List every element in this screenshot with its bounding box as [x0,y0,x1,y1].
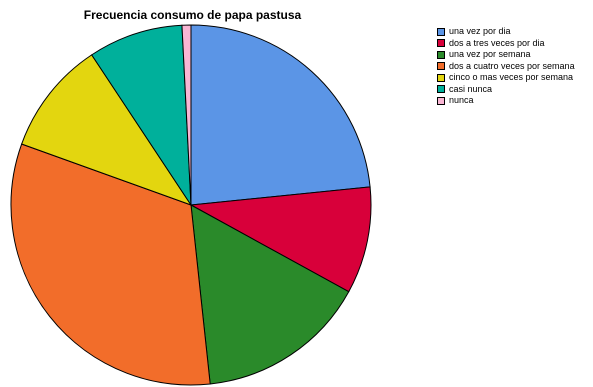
legend-item: nunca [437,95,575,107]
legend-item: dos a cuatro veces por semana [437,61,575,73]
legend-swatch [437,96,445,105]
pie-slice-7 [181,24,192,206]
pie-slice-3 [190,204,350,385]
pie-slice-1 [190,24,371,206]
legend-swatch [437,62,445,71]
legend-item: dos a tres veces por dia [437,38,575,50]
legend-label: dos a cuatro veces por semana [449,60,575,71]
legend-swatch [437,27,445,36]
pie-slices [10,24,372,386]
legend: una vez por dia dos a tres veces por dia u… [437,26,575,107]
pie-slice-4 [10,143,211,386]
legend-label: una vez por dia [449,26,511,36]
legend-item: una vez por semana [437,49,575,61]
legend-item: cinco o mas veces por semana [437,72,575,84]
legend-item: casi nunca [437,84,575,96]
legend-swatch [437,50,445,59]
legend-item: una vez por dia [437,26,575,38]
legend-swatch [437,39,445,48]
legend-swatch [437,73,445,82]
pie-slice-6 [91,24,192,207]
legend-label: dos a tres veces por dia [449,37,545,48]
legend-swatch [437,85,445,94]
legend-label: una vez por semana [449,49,531,59]
legend-label: cinco o mas veces por semana [449,72,574,82]
pie-slice-5 [21,54,193,206]
legend-label: casi nunca [449,83,493,94]
chart-title: Frecuencia consumo de papa pastusa [83,8,302,22]
legend-label: nunca [449,95,474,105]
pie-slice-2 [189,186,372,293]
